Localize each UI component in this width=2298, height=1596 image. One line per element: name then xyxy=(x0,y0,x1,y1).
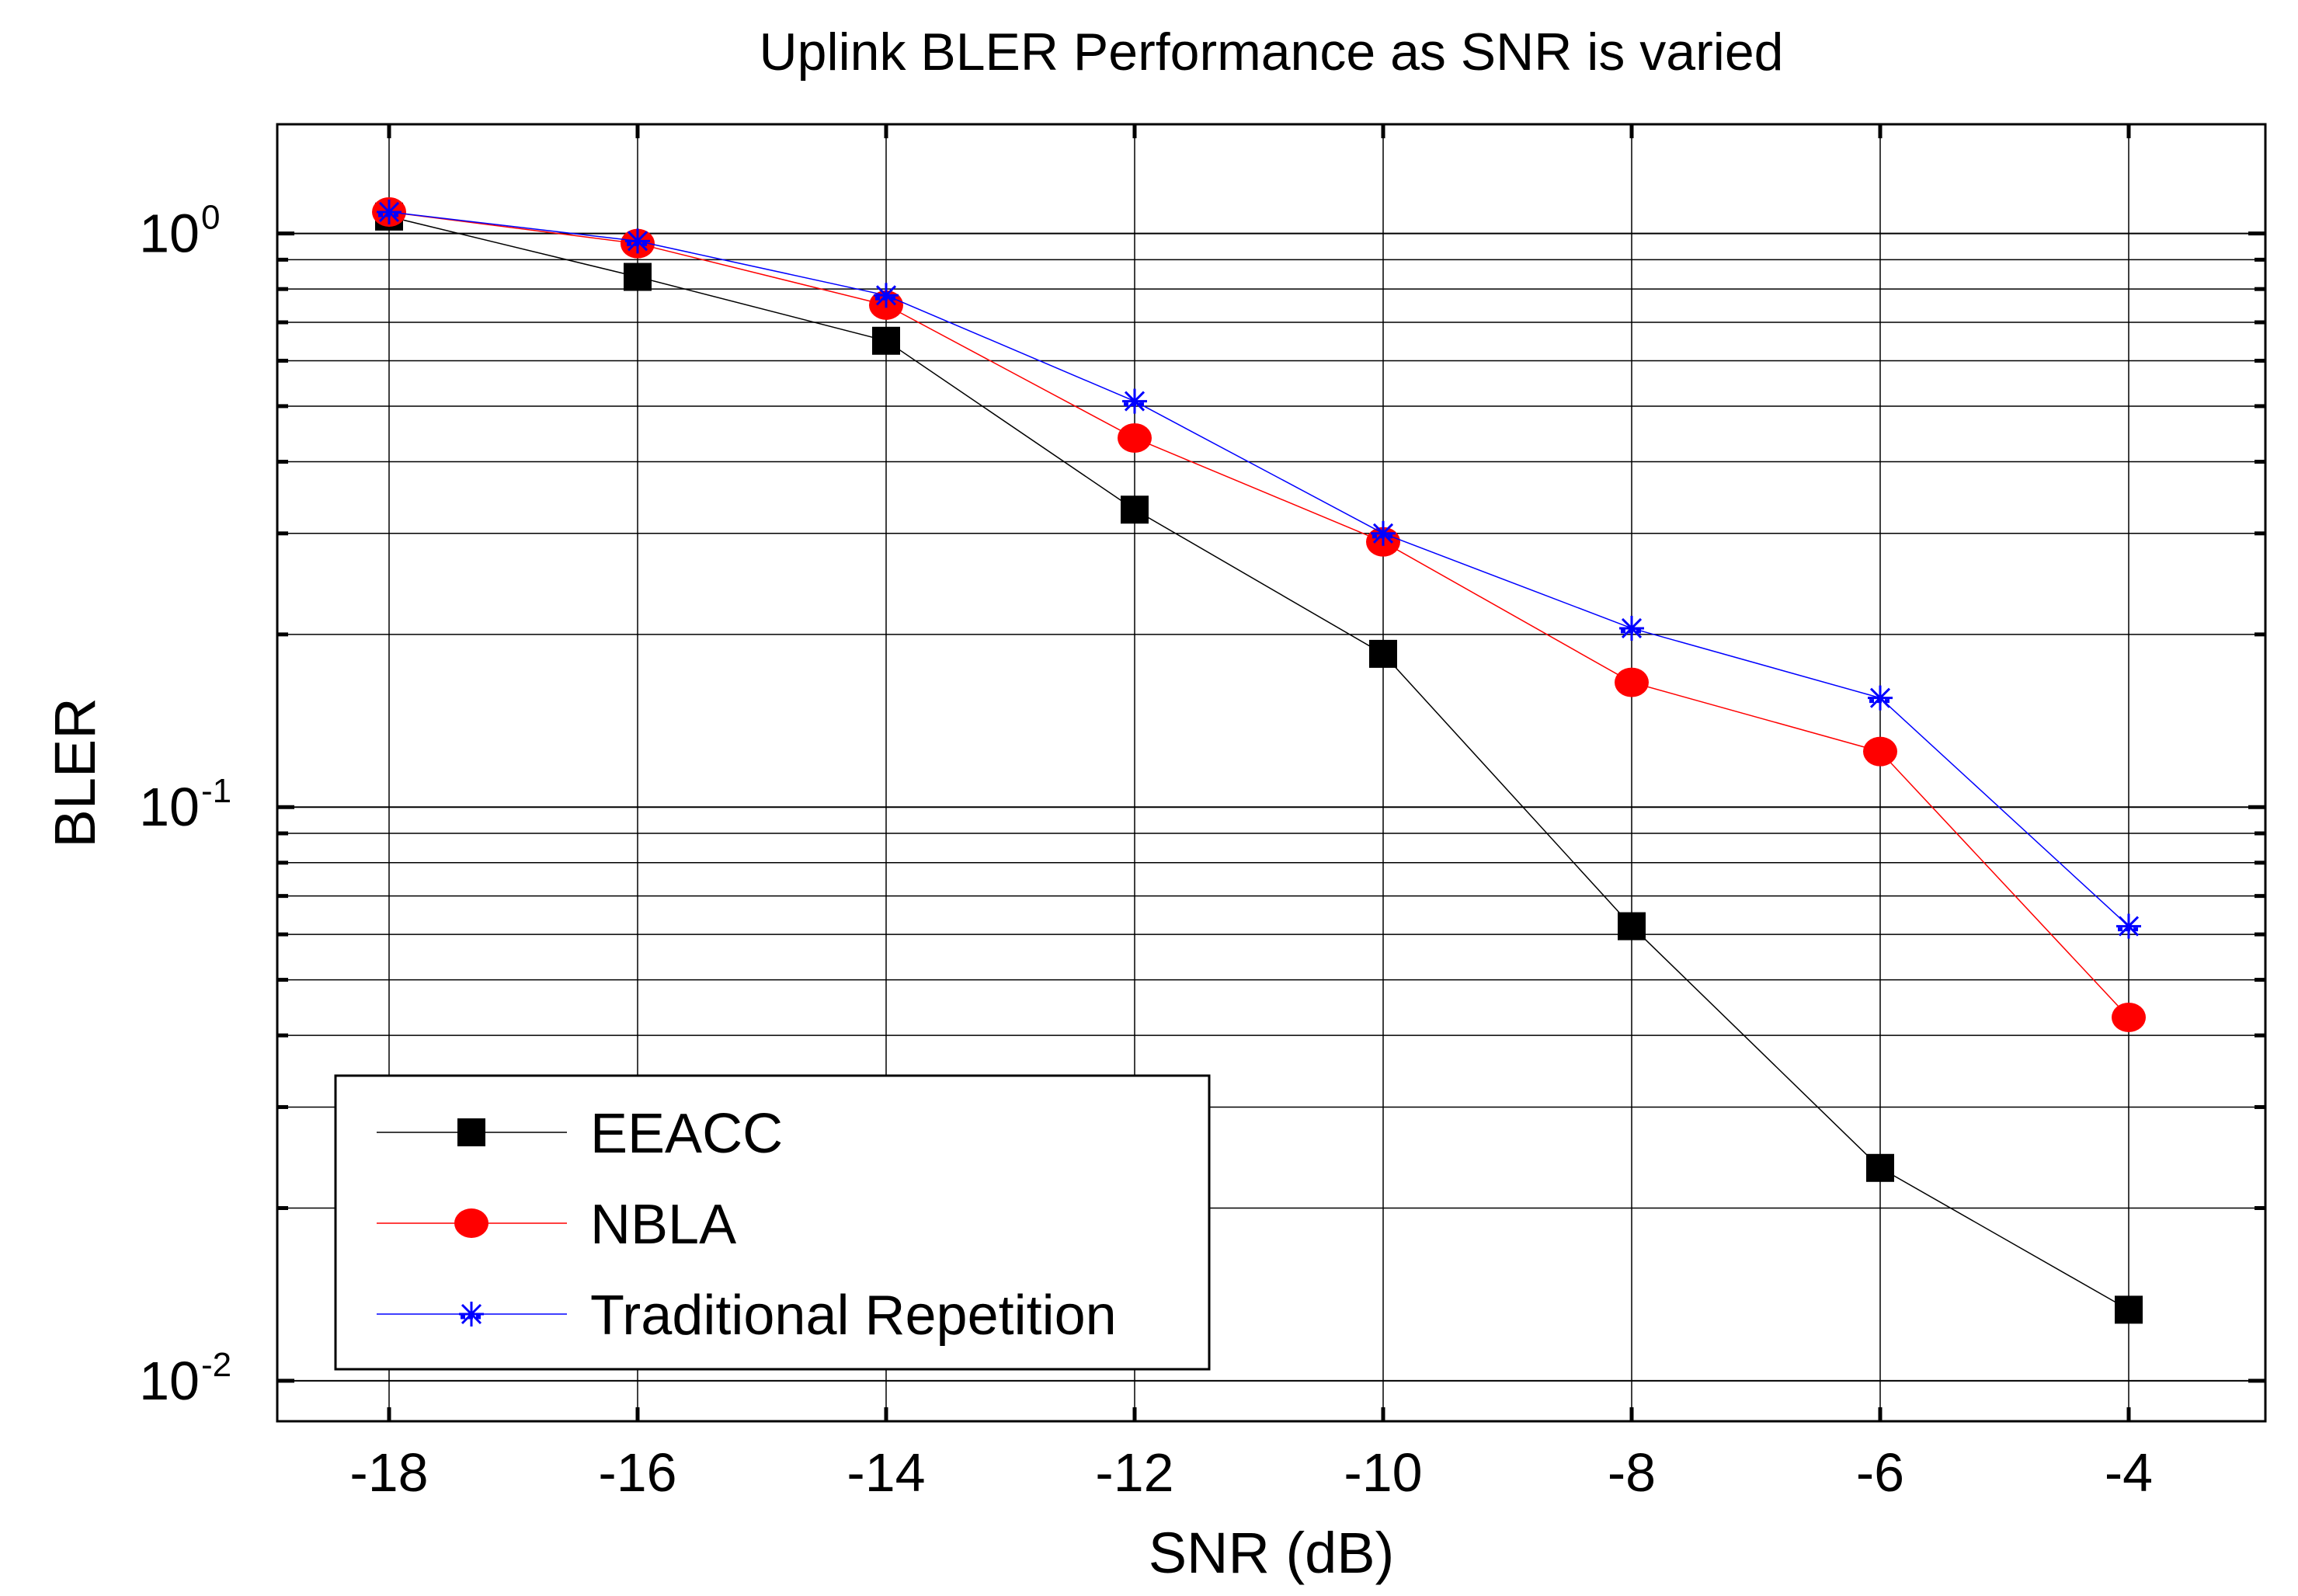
data-point-star xyxy=(1122,388,1147,414)
data-point-square xyxy=(1618,912,1646,941)
y-tick-exponent: 0 xyxy=(201,199,220,237)
legend-label: NBLA xyxy=(590,1194,736,1256)
y-tick-label: 10 0 xyxy=(139,199,220,264)
legend-item: EEACC xyxy=(377,1103,783,1165)
series-line xyxy=(388,216,2129,1311)
y-axis-label: BLER xyxy=(43,697,107,847)
y-tick-exponent: -2 xyxy=(201,1346,231,1384)
legend: EEACC NBLA Traditional Repetition xyxy=(334,1074,1211,1371)
series-line xyxy=(388,211,2129,927)
data-point-star xyxy=(1619,615,1644,641)
data-point-circle xyxy=(1118,422,1152,453)
x-tick-label: -12 xyxy=(1095,1442,1173,1503)
data-point-star xyxy=(377,199,402,224)
data-point-circle xyxy=(2112,1002,2146,1032)
x-tick-label: -4 xyxy=(2105,1442,2153,1503)
data-point-square xyxy=(1121,495,1149,524)
legend-label: EEACC xyxy=(590,1103,783,1165)
data-point-star xyxy=(1868,685,1893,711)
data-point-square xyxy=(1369,639,1397,668)
y-tick-base: 10 xyxy=(139,777,200,837)
data-point-circle xyxy=(454,1208,488,1238)
data-point-star xyxy=(2116,913,2141,939)
y-tick-base: 10 xyxy=(139,203,200,264)
y-tick-exponent: -1 xyxy=(201,772,231,810)
data-point-star xyxy=(459,1302,484,1327)
x-axis-label: SNR (dB) xyxy=(1149,1521,1395,1585)
y-tick-label: 10 -1 xyxy=(139,772,231,837)
series-line xyxy=(388,211,2129,1018)
series-eeacc xyxy=(375,202,2143,1324)
data-point-star xyxy=(1371,520,1396,546)
data-point-circle xyxy=(1615,667,1649,697)
x-tick-label: -10 xyxy=(1344,1442,1422,1503)
data-point-star xyxy=(874,283,899,308)
data-point-circle xyxy=(1863,736,1897,767)
legend-item: Traditional Repetition xyxy=(377,1285,1117,1347)
chart-title: Uplink BLER Performance as SNR is varied xyxy=(760,23,1784,82)
x-tick-label: -18 xyxy=(349,1442,428,1503)
labels-layer: Uplink BLER Performance as SNR is varied… xyxy=(43,23,1783,1585)
series-traditional-repetition xyxy=(377,199,2141,939)
data-point-star xyxy=(625,228,650,254)
x-tick-label: -14 xyxy=(847,1442,925,1503)
data-point-square xyxy=(1866,1153,1894,1182)
x-tick-label: -6 xyxy=(1856,1442,1904,1503)
x-tick-label: -16 xyxy=(598,1442,676,1503)
plot-frame xyxy=(276,123,2267,1423)
data-point-square xyxy=(624,263,652,291)
y-tick-base: 10 xyxy=(139,1351,200,1411)
series-layer xyxy=(372,196,2146,1324)
data-point-square xyxy=(457,1118,485,1146)
data-point-square xyxy=(872,326,900,355)
legend-item: NBLA xyxy=(377,1194,736,1256)
y-tick-label: 10 -2 xyxy=(139,1346,231,1411)
legend-label: Traditional Repetition xyxy=(590,1285,1117,1347)
x-tick-label: -8 xyxy=(1608,1442,1656,1503)
data-point-square xyxy=(2115,1295,2143,1324)
